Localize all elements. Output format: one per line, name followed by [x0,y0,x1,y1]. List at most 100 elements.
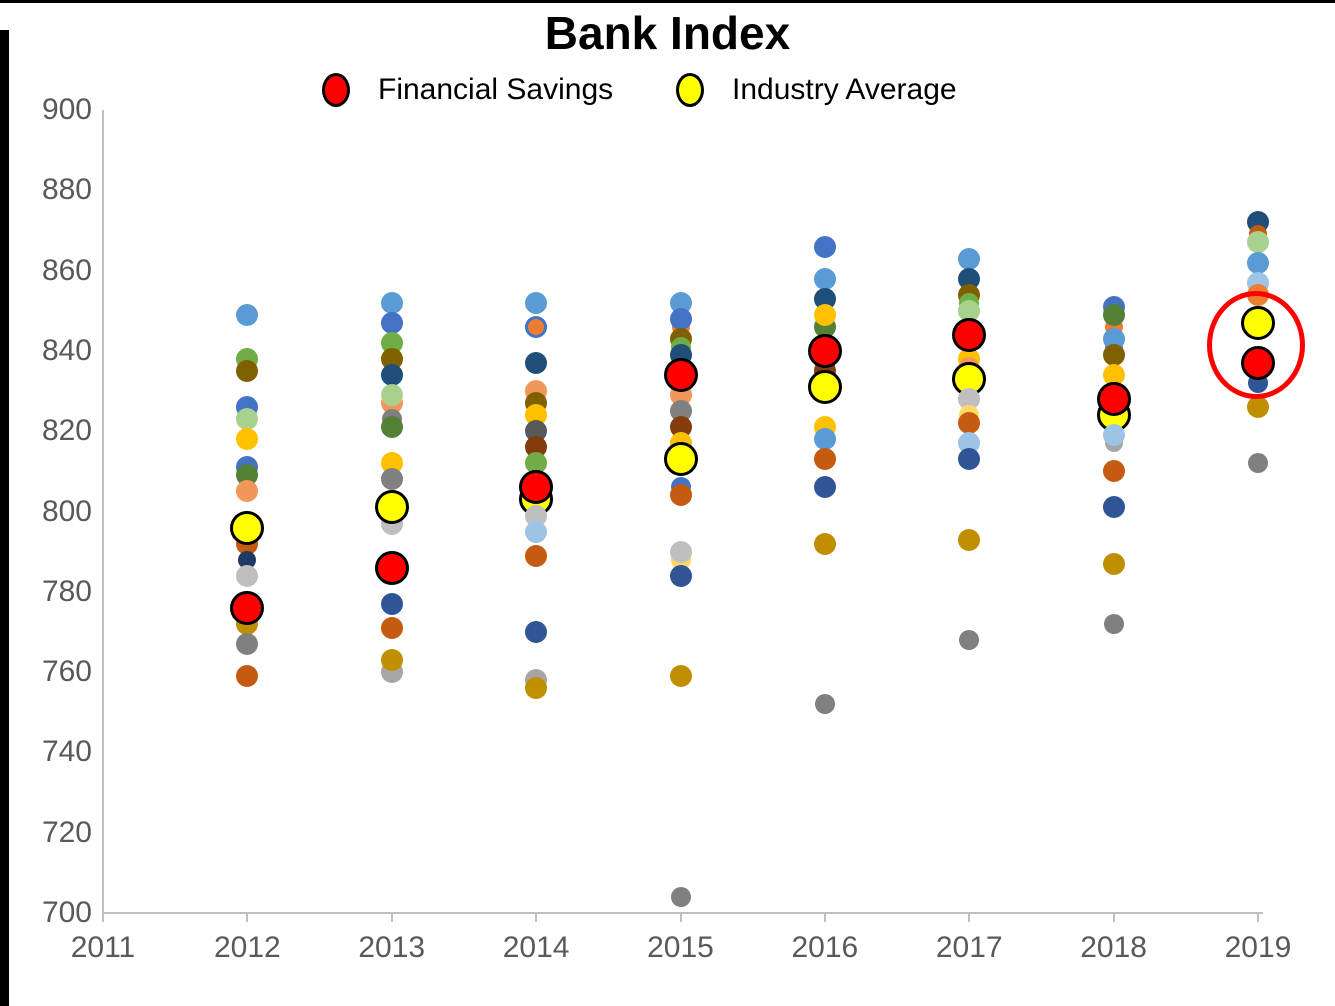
y-tick-label: 820 [41,414,92,448]
x-tick-mark [535,913,538,922]
chart-title: Bank Index [544,7,791,59]
x-tick-mark [968,913,971,922]
x-tick-mark [102,913,104,922]
y-tick-label: 840 [41,333,92,367]
data-point [958,247,981,270]
x-axis-line [102,912,1263,914]
y-tick-label: 740 [41,735,92,769]
x-tick-mark [246,913,249,922]
y-tick-label: 760 [41,655,92,689]
data-point [958,299,981,322]
financial-savings-point [1096,382,1131,417]
data-point [813,532,836,555]
data-point [236,632,259,655]
legend-item-industry-average: Industry Average [676,70,957,110]
data-point [380,311,403,334]
x-tick-label: 2016 [791,931,859,964]
y-tick-label: 720 [41,815,92,849]
data-point [236,359,259,382]
x-tick-label: 2013 [358,931,426,964]
data-point [380,384,403,407]
x-tick-label: 2011 [70,931,136,964]
data-point [813,476,836,499]
highlight-annotation-circle [1207,290,1305,399]
x-tick-mark [1257,913,1259,922]
data-point [1248,453,1268,474]
data-point [380,592,403,615]
y-axis-line [102,110,104,913]
data-point [1102,552,1125,575]
data-point [813,428,836,451]
data-point [958,528,981,551]
data-point [525,452,548,475]
data-point [958,448,981,471]
window-left-edge [0,30,9,1006]
y-tick-label: 900 [41,93,92,126]
data-point [236,665,259,688]
y-tick-label: 860 [41,253,92,287]
financial-savings-point [230,590,265,625]
data-point [814,694,835,715]
y-tick-label: 700 [41,896,92,929]
data-point [380,416,403,439]
data-point [669,484,692,507]
x-tick-mark [679,913,682,922]
data-point [1102,363,1125,386]
financial-savings-point [952,317,987,352]
legend-label-financial-savings: Financial Savings [378,73,614,106]
data-point [238,550,257,569]
window-top-edge [0,0,1335,3]
data-point [1103,613,1124,634]
data-point [236,408,259,431]
data-point [380,468,403,491]
data-point [525,520,548,543]
industry-average-point [230,510,265,545]
financial-savings-point [374,550,409,585]
data-point [236,303,259,326]
y-tick-label: 880 [41,173,92,207]
data-point [525,544,548,567]
data-point [380,649,403,672]
data-point [959,629,980,650]
data-point [1102,343,1125,366]
data-point [380,363,403,386]
data-point [813,448,836,471]
financial-savings-point [807,333,842,368]
x-tick-mark [823,913,826,922]
data-point [958,388,981,411]
data-point [669,307,692,330]
industry-average-point [374,490,409,525]
data-point [528,318,545,335]
data-point [1102,303,1125,326]
data-point [670,886,691,907]
legend-label-industry-average: Industry Average [732,73,957,106]
x-tick-label: 2014 [502,931,570,964]
data-point [380,291,403,314]
y-tick-label: 780 [41,574,92,608]
data-point [525,351,548,374]
data-point [1102,496,1125,519]
chart-legend: Financial Savings Industry Average [0,70,1335,110]
data-point [813,235,836,258]
industry-average-point [807,370,842,405]
industry-average-point [663,442,698,477]
data-point [1102,424,1125,447]
data-point [669,665,692,688]
data-point [813,267,836,290]
industry-average-marker-icon [676,73,704,107]
x-tick-mark [390,913,393,922]
financial-savings-marker-icon [322,73,350,107]
x-tick-label: 2012 [214,931,281,964]
x-tick-label: 2018 [1080,931,1147,964]
data-point [525,620,548,643]
data-point [1102,460,1125,483]
data-point [380,616,403,639]
data-point [1247,396,1269,419]
data-point [669,540,692,563]
data-point [813,303,836,326]
x-tick-label: 2017 [935,931,1003,964]
data-point [1247,231,1269,254]
x-tick-label: 2015 [647,931,714,964]
data-point [669,564,692,587]
